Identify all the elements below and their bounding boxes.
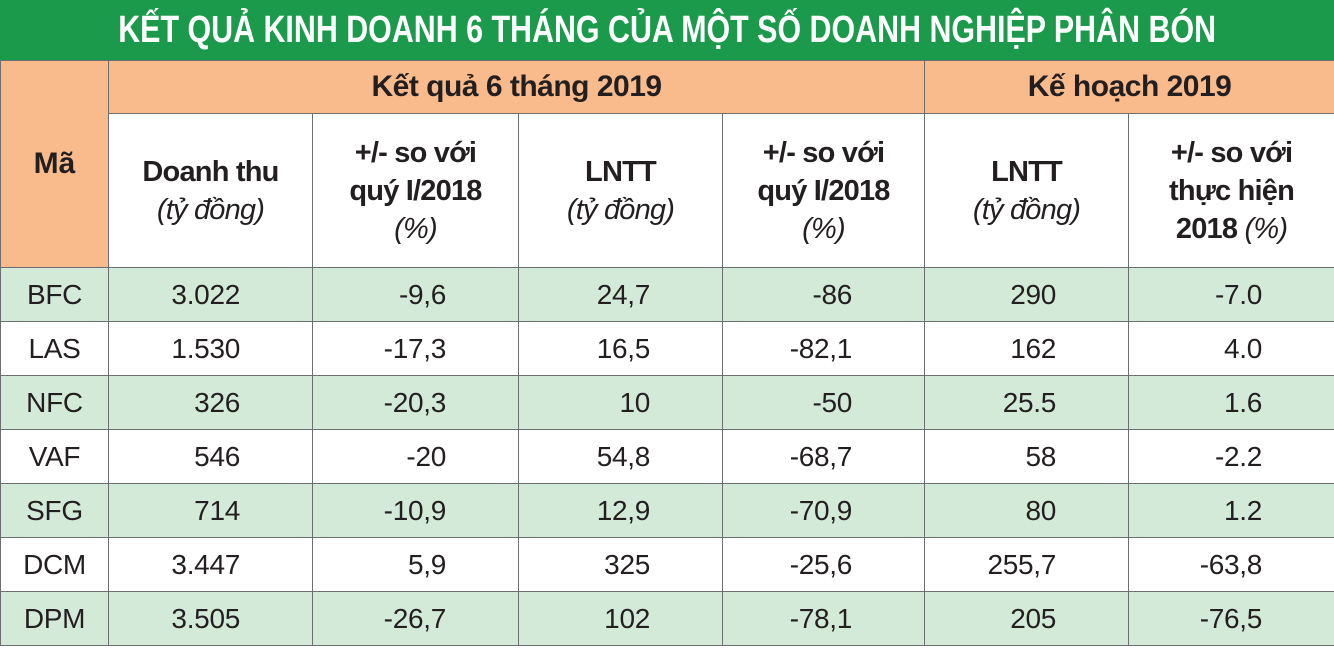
value-cell: -82,1 xyxy=(721,321,926,376)
value-cell: 12,9 xyxy=(518,483,723,538)
value-cell: 1.6 xyxy=(1128,375,1334,430)
group-header: Kế hoạch 2019 xyxy=(924,60,1334,114)
value-cell: 4.0 xyxy=(1128,321,1334,376)
code-cell: BFC xyxy=(0,267,109,322)
column-header: +/- so với quý I/2018 (%) xyxy=(721,113,926,268)
column-name: Doanh thu xyxy=(142,155,279,188)
value-cell: 10 xyxy=(518,375,723,430)
column-name: LNTT xyxy=(991,155,1063,188)
column-name: +/- so với xyxy=(1170,136,1293,169)
column-name-line: +/- so với xyxy=(1130,134,1334,172)
title-bar: KẾT QUẢ KINH DOANH 6 THÁNG CỦA MỘT SỐ DO… xyxy=(0,0,1334,60)
code-cell: SFG xyxy=(0,483,109,538)
value-cell: -68,7 xyxy=(721,429,926,484)
data-row: DCM 3.447 5,9 325 -25,6 255,7 -63,8 xyxy=(0,537,1334,592)
table: Mã Kết quả 6 tháng 2019 Kế hoạch 2019 Doanh… xyxy=(0,60,1334,646)
value-cell: -63,8 xyxy=(1128,537,1334,592)
value-cell: 3.505 xyxy=(108,591,313,646)
value-cell: 290 xyxy=(924,267,1130,322)
data-row: LAS 1.530 -17,3 16,5 -82,1 162 4.0 xyxy=(0,321,1334,376)
value-cell: -20 xyxy=(312,429,519,484)
column-header: Doanh thu (tỷ đồng) xyxy=(108,113,313,268)
code-header: Mã xyxy=(0,60,109,268)
value-cell: -70,9 xyxy=(721,483,926,538)
column-name: 2018 xyxy=(1175,212,1238,245)
value-cell: 25.5 xyxy=(924,375,1130,430)
value-cell: -76,5 xyxy=(1128,591,1334,646)
column-unit: (%) xyxy=(802,212,846,245)
value-cell: 325 xyxy=(518,537,723,592)
value-cell: -20,3 xyxy=(312,375,519,430)
value-cell: 255,7 xyxy=(924,537,1130,592)
value-cell: 205 xyxy=(924,591,1130,646)
column-name: quý I/2018 xyxy=(757,174,890,207)
value-cell: 714 xyxy=(108,483,313,538)
value-cell: 3.447 xyxy=(108,537,313,592)
data-row: VAF 546 -20 54,8 -68,7 58 -2.2 xyxy=(0,429,1334,484)
column-header-row: Doanh thu (tỷ đồng) +/- so với quý I/2018 (%… xyxy=(1,113,1334,268)
value-cell: 54,8 xyxy=(518,429,723,484)
value-cell: 102 xyxy=(518,591,723,646)
value-cell: -10,9 xyxy=(312,483,519,538)
column-unit: (tỷ đồng) xyxy=(156,193,265,226)
data-row: BFC 3.022 -9,6 24,7 -86 290 -7.0 xyxy=(0,267,1334,322)
column-unit: (tỷ đồng) xyxy=(972,193,1081,226)
group-header: Kết quả 6 tháng 2019 xyxy=(107,60,926,114)
column-unit: (tỷ đồng) xyxy=(566,193,675,226)
column-header: LNTT (tỷ đồng) xyxy=(518,113,723,268)
column-header: +/- so với thực hiện 2018 (%) xyxy=(1128,113,1334,268)
column-name-line: 2018 (%) xyxy=(1130,210,1334,248)
value-cell: -86 xyxy=(721,267,926,322)
value-cell: -78,1 xyxy=(721,591,926,646)
column-header: +/- so với quý I/2018 (%) xyxy=(312,113,519,268)
value-cell: 162 xyxy=(924,321,1130,376)
value-cell: 16,5 xyxy=(518,321,723,376)
value-cell: -26,7 xyxy=(312,591,519,646)
code-cell: DPM xyxy=(0,591,109,646)
column-name: quý I/2018 xyxy=(349,174,482,207)
column-name-line: thực hiện xyxy=(1130,172,1334,210)
column-name-line: LNTT xyxy=(520,153,722,191)
value-cell: -50 xyxy=(721,375,926,430)
code-cell: VAF xyxy=(0,429,109,484)
column-name: LNTT xyxy=(585,155,657,188)
value-cell: 326 xyxy=(108,375,313,430)
column-name-line: +/- so với xyxy=(314,134,518,172)
value-cell: -2.2 xyxy=(1128,429,1334,484)
column-unit: (%) xyxy=(394,212,438,245)
column-name: +/- so với xyxy=(762,136,885,169)
column-name-line: +/- so với xyxy=(724,134,924,172)
value-cell: -9,6 xyxy=(312,267,519,322)
value-cell: -7.0 xyxy=(1128,267,1334,322)
value-cell: 546 xyxy=(108,429,313,484)
column-header: LNTT (tỷ đồng) xyxy=(924,113,1130,268)
data-row: SFG 714 -10,9 12,9 -70,9 80 1.2 xyxy=(0,483,1334,538)
column-name-line: quý I/2018 xyxy=(724,172,924,210)
column-name-line: quý I/2018 xyxy=(314,172,518,210)
value-cell: 1.530 xyxy=(108,321,313,376)
code-cell: LAS xyxy=(0,321,109,376)
value-cell: 1.2 xyxy=(1128,483,1334,538)
column-name-line: LNTT xyxy=(926,153,1128,191)
value-cell: 58 xyxy=(924,429,1130,484)
data-row: DPM 3.505 -26,7 102 -78,1 205 -76,5 xyxy=(0,591,1334,646)
value-cell: -25,6 xyxy=(721,537,926,592)
value-cell: 24,7 xyxy=(518,267,723,322)
code-cell: DCM xyxy=(0,537,109,592)
column-name-line: Doanh thu xyxy=(110,153,312,191)
value-cell: 3.022 xyxy=(108,267,313,322)
value-cell: -17,3 xyxy=(312,321,519,376)
title: KẾT QUẢ KINH DOANH 6 THÁNG CỦA MỘT SỐ DO… xyxy=(118,8,1216,51)
data-row: NFC 326 -20,3 10 -50 25.5 1.6 xyxy=(0,375,1334,430)
value-cell: 80 xyxy=(924,483,1130,538)
column-name: +/- so với xyxy=(354,136,477,169)
column-name: thực hiện xyxy=(1169,174,1295,207)
value-cell: 5,9 xyxy=(312,537,519,592)
group-header-row: Mã Kết quả 6 tháng 2019 Kế hoạch 2019 xyxy=(0,60,1334,268)
code-cell: NFC xyxy=(0,375,109,430)
column-unit: (%) xyxy=(1244,212,1288,245)
